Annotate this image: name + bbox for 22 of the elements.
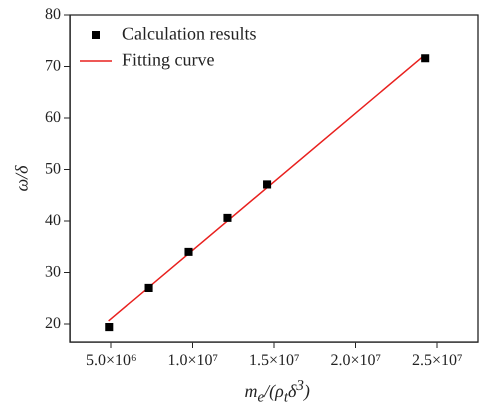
y-tick-label: 70	[45, 58, 61, 75]
point	[421, 54, 430, 62]
point	[105, 323, 114, 332]
y-tick-label: 50	[45, 160, 61, 178]
y-tick-label: 30	[45, 264, 61, 281]
x-tick-label: 5.0×10⁶	[86, 352, 137, 369]
x-tick-label: 1.0×10⁷	[167, 352, 218, 369]
point	[263, 180, 272, 188]
x-axis-title: m$_{e}$/(ρ$_{t}$δ$^{3}$)	[244, 378, 310, 407]
x-tick-label: 2.5×10⁷	[412, 352, 463, 369]
y-axis-title: ω/δ	[12, 165, 33, 192]
point	[184, 248, 193, 256]
legend-label: Fitting curve	[122, 50, 214, 70]
y-tick-label: 80	[45, 6, 61, 24]
y-tick-label: 20	[45, 315, 61, 332]
y-tick-label: 60	[45, 109, 61, 126]
x-tick-label: 2.0×10⁷	[330, 352, 382, 369]
point	[223, 214, 232, 222]
x-tick-label: 1.5×10⁷	[248, 352, 300, 369]
point	[144, 284, 153, 292]
y-tick-label: 40	[45, 212, 61, 230]
legend-label: Calculation results	[122, 24, 256, 44]
